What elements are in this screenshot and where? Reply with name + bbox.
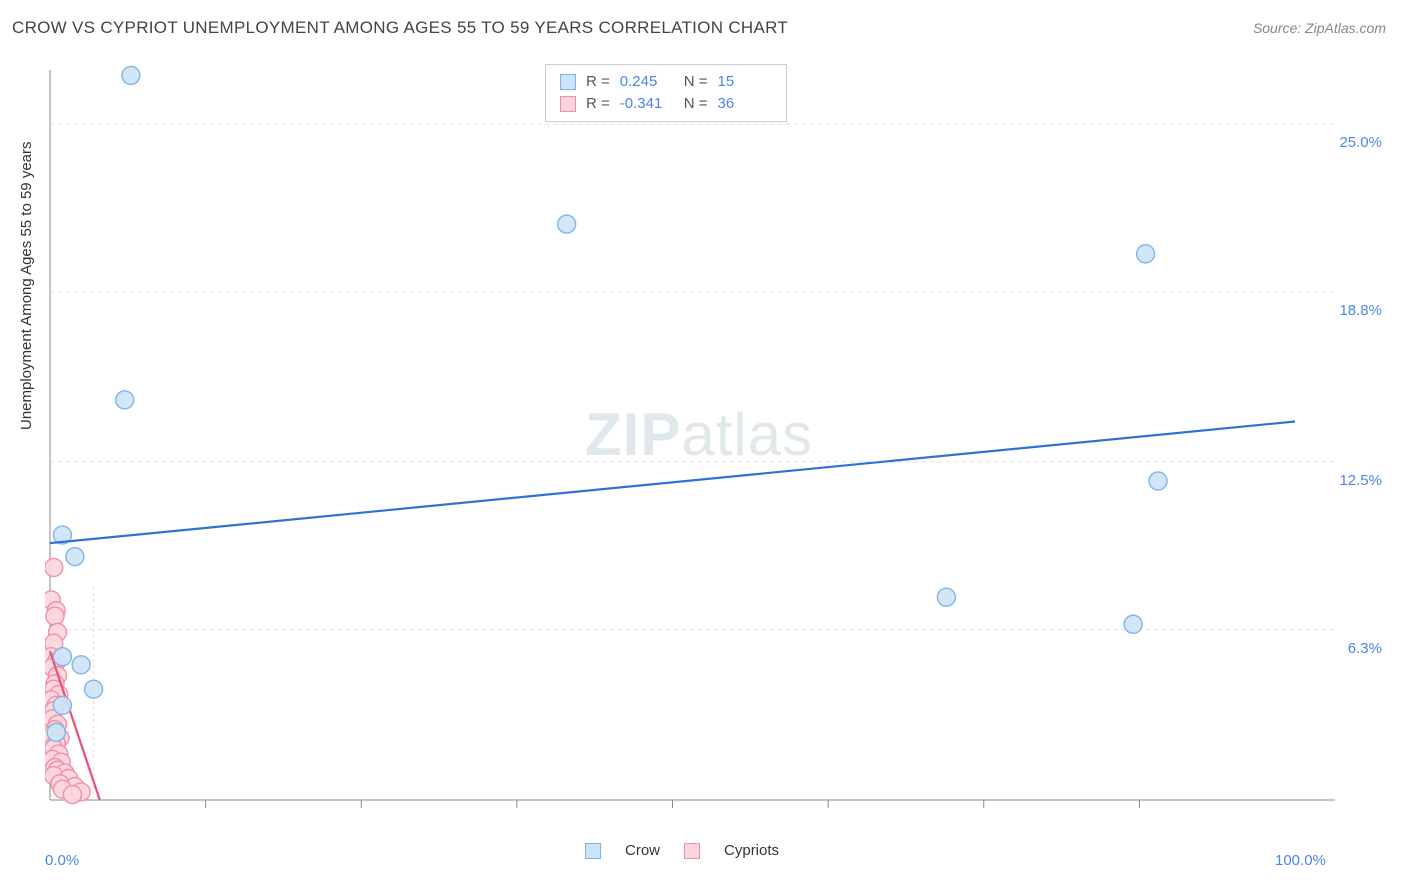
series-legend: Crow Cypriots [585, 842, 779, 859]
stats-legend: R = 0.245 N = 15 R = -0.341 N = 36 [545, 64, 787, 122]
n-label-crow: N = [684, 71, 708, 93]
stats-row-cypriots: R = -0.341 N = 36 [560, 93, 772, 115]
stats-row-crow: R = 0.245 N = 15 [560, 71, 772, 93]
crow-swatch-bottom [585, 843, 601, 859]
r-value-cypriots: -0.341 [620, 93, 674, 115]
source-label: Source: [1253, 20, 1305, 36]
r-label-cypriots: R = [586, 93, 610, 115]
r-label-crow: R = [586, 71, 610, 93]
plot-area [45, 60, 1345, 820]
cypriots-label: Cypriots [724, 842, 779, 859]
cypriots-swatch [560, 96, 576, 112]
source-attribution: Source: ZipAtlas.com [1253, 20, 1386, 36]
crow-label: Crow [625, 842, 660, 859]
n-label-cypriots: N = [684, 93, 708, 115]
y-tick-label: 18.8% [1339, 302, 1382, 319]
y-axis-label: Unemployment Among Ages 55 to 59 years [18, 141, 35, 430]
cypriots-swatch-bottom [684, 843, 700, 859]
chart-svg [45, 60, 1345, 820]
x-tick-label: 100.0% [1275, 852, 1326, 869]
chart-title: CROW VS CYPRIOT UNEMPLOYMENT AMONG AGES … [12, 18, 788, 38]
crow-swatch [560, 74, 576, 90]
n-value-cypriots: 36 [718, 93, 772, 115]
source-value: ZipAtlas.com [1305, 20, 1386, 36]
y-tick-label: 6.3% [1348, 640, 1382, 657]
chart-container: CROW VS CYPRIOT UNEMPLOYMENT AMONG AGES … [0, 0, 1406, 892]
y-tick-label: 25.0% [1339, 134, 1382, 151]
x-tick-label: 0.0% [45, 852, 79, 869]
n-value-crow: 15 [718, 71, 772, 93]
y-tick-label: 12.5% [1339, 472, 1382, 489]
r-value-crow: 0.245 [620, 71, 674, 93]
